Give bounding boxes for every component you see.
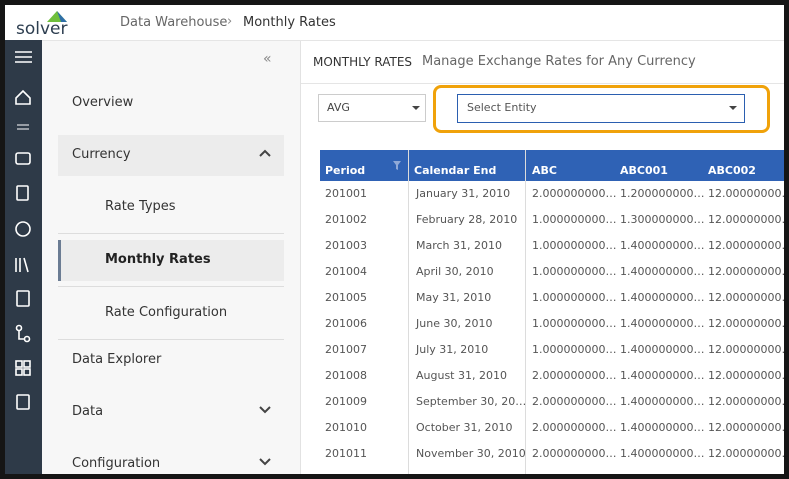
table-cell: 2.000000000…	[532, 395, 617, 408]
table-cell: 1.000000000…	[532, 265, 617, 278]
nav-item[interactable]: Configuration	[72, 456, 161, 471]
nav-item[interactable]: Rate Configuration	[105, 305, 228, 320]
breadcrumb-separator: ›	[227, 14, 233, 29]
table-cell: 12.00000000…	[708, 447, 784, 460]
divider	[58, 286, 284, 287]
nav-item[interactable]: Overview	[72, 95, 134, 110]
top-bar	[5, 5, 784, 41]
table-cell: 1.300000000…	[620, 213, 705, 226]
column-header[interactable]: ABC001	[620, 164, 668, 177]
table-cell: 2.000000000…	[532, 187, 617, 200]
table-cell: August 31, 2010	[416, 369, 507, 382]
table-cell: 1.000000000…	[532, 239, 617, 252]
table-cell: 2.000000000…	[532, 421, 617, 434]
table-cell: 201005	[325, 291, 367, 304]
table-cell: 201011	[325, 447, 367, 460]
column-header[interactable]: ABC	[532, 164, 557, 177]
table-cell: 201004	[325, 265, 367, 278]
table-cell: 1.400000000…	[620, 291, 705, 304]
nav-item[interactable]: Rate Types	[105, 199, 176, 214]
table-cell: 1.000000000…	[532, 343, 617, 356]
icon-bar	[5, 40, 42, 474]
column-divider	[525, 150, 526, 474]
dropdown-value: AVG	[327, 101, 350, 114]
divider	[58, 233, 284, 234]
rate-type-dropdown[interactable]	[318, 94, 426, 122]
column-header[interactable]: Calendar End	[414, 164, 497, 177]
divider	[301, 83, 784, 84]
breadcrumb-current: Monthly Rates	[243, 15, 336, 30]
nav-item[interactable]: Monthly Rates	[105, 252, 211, 267]
table-cell: 2.000000000…	[532, 447, 617, 460]
column-header[interactable]: Period	[325, 164, 366, 177]
table-cell: 12.00000000…	[708, 369, 784, 382]
section-highlight	[58, 135, 284, 176]
logo-mark	[47, 11, 67, 22]
table-cell: 201010	[325, 421, 367, 434]
selected-highlight	[58, 240, 284, 281]
dropdown-placeholder: Select Entity	[467, 101, 537, 114]
table-cell: 201006	[325, 317, 367, 330]
table-cell: 12.00000000…	[708, 239, 784, 252]
table-cell: 1.400000000…	[620, 343, 705, 356]
table-cell: 2.000000000…	[532, 369, 617, 382]
collapse-button[interactable]: «	[263, 51, 272, 67]
table-cell: 201008	[325, 369, 367, 382]
highlight-box	[433, 85, 770, 133]
table-cell: January 31, 2010	[416, 187, 511, 200]
table-cell: 1.400000000…	[620, 239, 705, 252]
page-subtitle: Manage Exchange Rates for Any Currency	[422, 54, 696, 69]
table-cell: 201002	[325, 213, 367, 226]
table-cell: 1.000000000…	[532, 291, 617, 304]
table-cell: 12.00000000…	[708, 343, 784, 356]
table-cell: 1.400000000…	[620, 265, 705, 278]
column-header[interactable]: ABC002	[708, 164, 756, 177]
entity-dropdown[interactable]	[457, 94, 745, 123]
dropdown-arrow	[729, 106, 737, 110]
nav-item[interactable]: Currency	[72, 147, 131, 162]
table-cell: 12.00000000…	[708, 265, 784, 278]
table-cell: 12.00000000…	[708, 395, 784, 408]
table-cell: June 30, 2010	[416, 317, 493, 330]
chevron-down[interactable]	[258, 457, 272, 467]
table-cell: 201009	[325, 395, 367, 408]
table-cell: 1.400000000…	[620, 317, 705, 330]
table-cell: 12.00000000…	[708, 421, 784, 434]
table-cell: 1.400000000…	[620, 447, 705, 460]
table-cell: 201001	[325, 187, 367, 200]
table-cell: May 31, 2010	[416, 291, 492, 304]
breadcrumb-link[interactable]: Data Warehouse	[120, 15, 228, 30]
table-cell: February 28, 2010	[416, 213, 518, 226]
logo[interactable]: solver	[16, 19, 68, 39]
app-window: solver Data Warehouse › Monthly Rates « …	[5, 5, 784, 474]
nav-item[interactable]: Data Explorer	[72, 352, 162, 367]
table-cell: July 31, 2010	[416, 343, 489, 356]
table-cell: November 30, 2010	[416, 447, 526, 460]
divider	[58, 339, 284, 340]
table-cell: October 31, 2010	[416, 421, 513, 434]
column-divider	[408, 150, 409, 474]
table-cell: April 30, 2010	[416, 265, 494, 278]
table-cell: 12.00000000…	[708, 317, 784, 330]
table-cell: March 31, 2010	[416, 239, 503, 252]
filter-icon[interactable]	[393, 161, 401, 170]
dropdown-arrow	[412, 106, 420, 110]
table-cell: 1.000000000…	[532, 317, 617, 330]
table-cell: September 30, 20…	[416, 395, 527, 408]
table-cell: 12.00000000…	[708, 187, 784, 200]
table-cell: 12.00000000…	[708, 291, 784, 304]
nav-item[interactable]: Data	[72, 404, 104, 419]
table-cell: 1.400000000…	[620, 369, 705, 382]
chevron-down[interactable]	[258, 405, 272, 415]
table-cell: 201003	[325, 239, 367, 252]
chevron-up[interactable]	[258, 148, 272, 158]
table-cell: 201007	[325, 343, 367, 356]
page-title: MONTHLY RATES	[313, 55, 413, 69]
table-cell: 12.00000000…	[708, 213, 784, 226]
table-cell: 1.200000000…	[620, 187, 705, 200]
table-cell: 1.400000000…	[620, 395, 705, 408]
table-cell: 1.000000000…	[532, 213, 617, 226]
table-cell: 1.400000000…	[620, 421, 705, 434]
